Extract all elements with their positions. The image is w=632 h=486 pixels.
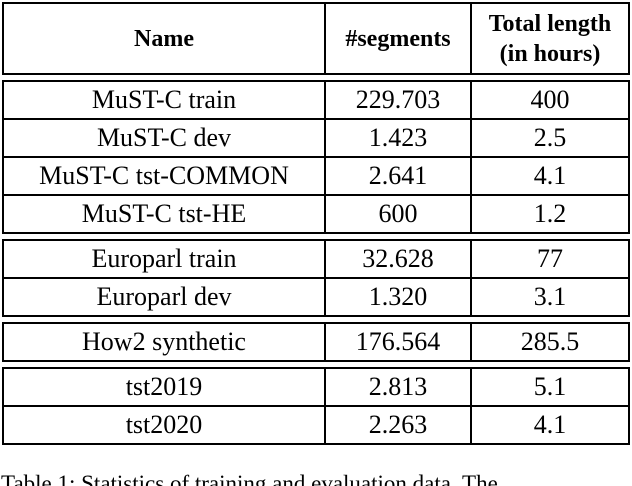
cell-name: MuST-C train (4, 82, 326, 118)
cell-hours: 285.5 (520, 327, 580, 356)
cell-name: How2 synthetic (4, 324, 326, 360)
cell-segments: 1.320 (326, 279, 472, 315)
table-body: MuST-C train 229.703 400 MuST-C dev 1.423 2.5… (2, 80, 630, 445)
cell-segments: 600 (326, 196, 472, 232)
table-caption: Table 1: Statistics of training and eval… (1, 471, 498, 486)
cell-hours: 3.1 (533, 282, 567, 311)
cell-hours: 400 (530, 85, 570, 114)
table-row: MuST-C dev 1.423 2.5 (4, 120, 628, 158)
cell-name: Europarl train (4, 241, 326, 277)
header-cell-segments: #segments (326, 4, 472, 73)
cell-hours: 1.2 (533, 199, 567, 228)
cell-name: tst2019 (4, 369, 326, 405)
cell-name: tst2020 (4, 407, 326, 443)
cell-segments: 176.564 (326, 324, 472, 360)
cell-segments: 2.263 (326, 407, 472, 443)
table-row: MuST-C train 229.703 400 (4, 82, 628, 120)
cell-segments: 1.423 (326, 120, 472, 156)
cell-hours: 5.1 (533, 372, 567, 401)
header-cell-name: Name (4, 4, 326, 73)
cell-name: MuST-C tst-COMMON (4, 158, 326, 194)
table-section: MuST-C train 229.703 400 MuST-C dev 1.423 2.5… (2, 80, 630, 234)
cell-segments: 2.813 (326, 369, 472, 405)
cell-segments: 229.703 (326, 82, 472, 118)
table-row: How2 synthetic 176.564 285.5 (4, 324, 628, 360)
table-section: tst2019 2.813 5.1 tst2020 2.263 4.1 (2, 367, 630, 445)
table-section: Europarl train 32.628 77 Europarl dev 1.320 3… (2, 239, 630, 317)
cell-hours: 4.1 (533, 410, 567, 439)
cell-segments: 32.628 (326, 241, 472, 277)
cell-hours: 77 (537, 244, 563, 273)
header-row: Name #segments Total length (in hours) (4, 4, 628, 73)
table-row: Europarl train 32.628 77 (4, 241, 628, 279)
statistics-table: Name #segments Total length (in hours) M… (2, 2, 630, 450)
table-section: How2 synthetic 176.564 285.5 (2, 322, 630, 362)
header-cell-total-length: Total length (in hours) (488, 10, 612, 67)
cell-name: Europarl dev (4, 279, 326, 315)
cell-segments: 2.641 (326, 158, 472, 194)
cell-hours: 2.5 (533, 123, 567, 152)
table-row: MuST-C tst-COMMON 2.641 4.1 (4, 158, 628, 196)
cell-hours: 4.1 (533, 161, 567, 190)
table-header: Name #segments Total length (in hours) (2, 2, 630, 75)
cell-name: MuST-C dev (4, 120, 326, 156)
cell-name: MuST-C tst-HE (4, 196, 326, 232)
table-row: Europarl dev 1.320 3.1 (4, 279, 628, 315)
table-row: MuST-C tst-HE 600 1.2 (4, 196, 628, 232)
table-row: tst2020 2.263 4.1 (4, 407, 628, 443)
table-row: tst2019 2.813 5.1 (4, 369, 628, 407)
